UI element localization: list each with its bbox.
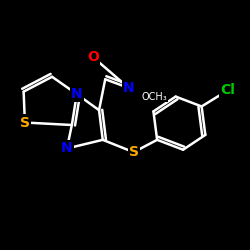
Text: Cl: Cl — [220, 84, 235, 98]
Text: OCH₃: OCH₃ — [142, 92, 168, 102]
Text: N: N — [123, 81, 134, 95]
Text: N: N — [61, 142, 73, 156]
Text: S: S — [20, 116, 30, 130]
Text: S: S — [129, 145, 139, 159]
Text: N: N — [71, 87, 83, 101]
Text: O: O — [87, 50, 99, 64]
